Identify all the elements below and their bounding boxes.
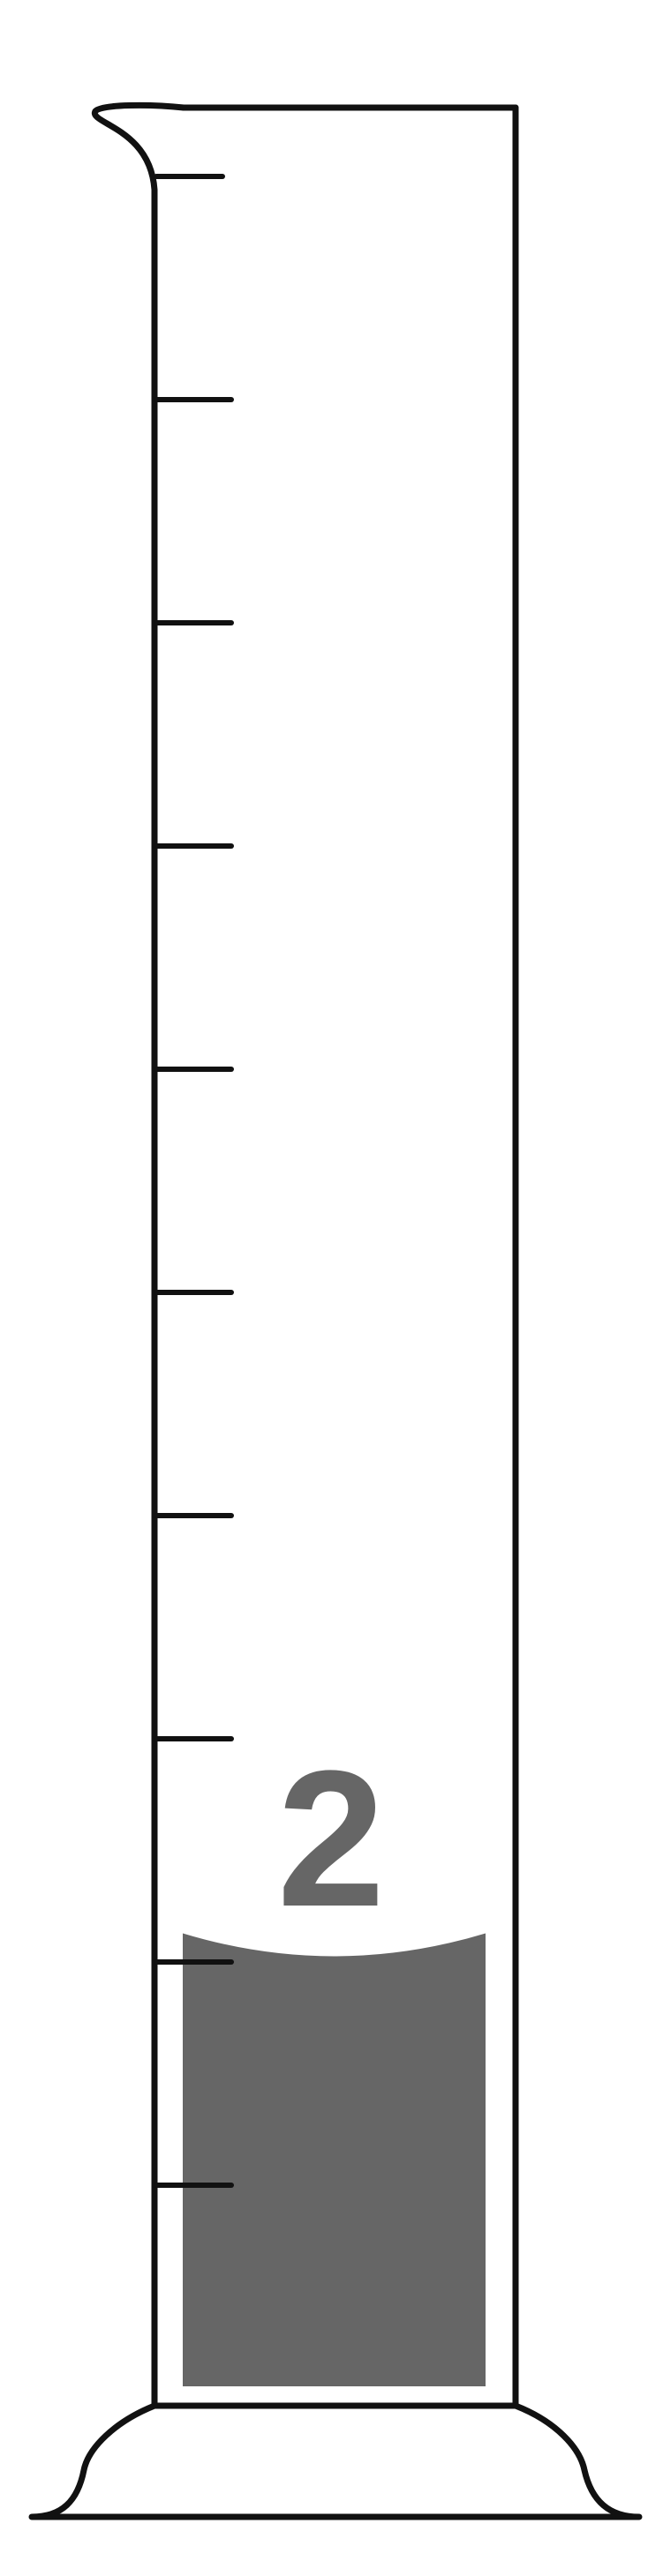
- cylinder-spout-and-left-wall: [91, 101, 187, 2409]
- cylinder-base: [28, 2402, 643, 2520]
- liquid-fill: [183, 1933, 486, 2386]
- reading-label: 2: [277, 1730, 385, 1947]
- graduation-ticks: [154, 174, 234, 2188]
